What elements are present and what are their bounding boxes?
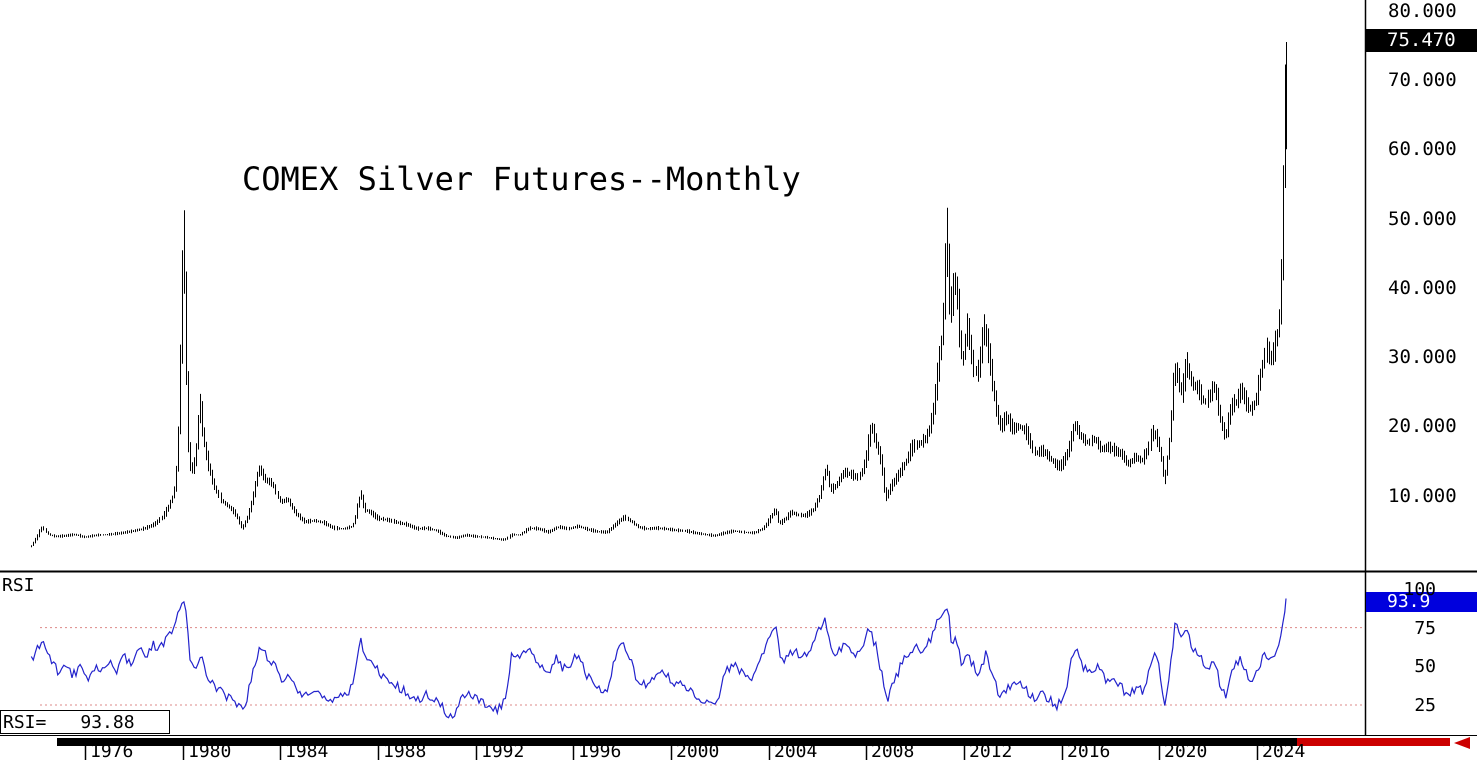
last-price-badge: 75.470	[1366, 29, 1477, 52]
timeline-scrollbar-range[interactable]	[1297, 738, 1450, 746]
year-axis-label: 1984	[285, 741, 329, 760]
price-axis-label: 50.000	[1388, 207, 1457, 230]
rsi-readout-value: 93.88	[80, 711, 135, 733]
rsi-panel-label: RSI	[2, 575, 35, 596]
rsi-readout: RSI= 93.88	[0, 710, 170, 734]
year-axis-label: 2012	[969, 741, 1013, 760]
rsi-axis-label: 25	[1414, 695, 1436, 717]
timeline-scrollbar-track[interactable]	[57, 738, 1297, 746]
year-axis-label: 1976	[90, 741, 134, 760]
price-axis-label: 20.000	[1388, 415, 1457, 438]
price-axis-label: 80.000	[1388, 0, 1457, 22]
year-axis-label: 2016	[1067, 741, 1111, 760]
price-axis-label: 60.000	[1388, 138, 1457, 161]
price-bars-series	[31, 42, 1287, 548]
price-axis-label: 10.000	[1388, 484, 1457, 507]
year-axis-label: 1988	[383, 741, 427, 760]
year-axis-label: 1980	[188, 741, 232, 760]
rsi-value-badge: 93.9	[1366, 592, 1477, 612]
price-axis-label: 40.000	[1388, 276, 1457, 299]
rsi-axis-label: 50	[1414, 656, 1436, 678]
rsi-readout-label: RSI=	[3, 711, 47, 733]
chart-title: COMEX Silver Futures--Monthly	[242, 160, 801, 198]
year-axis-label: 2000	[676, 741, 720, 760]
price-axis-label: 30.000	[1388, 346, 1457, 369]
scroll-left-arrow-icon[interactable]	[1454, 737, 1470, 749]
year-axis-label: 1992	[481, 741, 525, 760]
price-axis-label: 70.000	[1388, 68, 1457, 91]
year-axis-label: 2004	[774, 741, 818, 760]
year-axis-label: 1996	[578, 741, 622, 760]
rsi-axis-label: 100	[1403, 579, 1436, 600]
rsi-line-series	[30, 598, 1287, 719]
year-axis-label: 2008	[871, 741, 915, 760]
year-axis-label: 2024	[1262, 741, 1306, 760]
rsi-axis-label: 75	[1414, 617, 1436, 639]
year-axis-label: 2020	[1164, 741, 1208, 760]
